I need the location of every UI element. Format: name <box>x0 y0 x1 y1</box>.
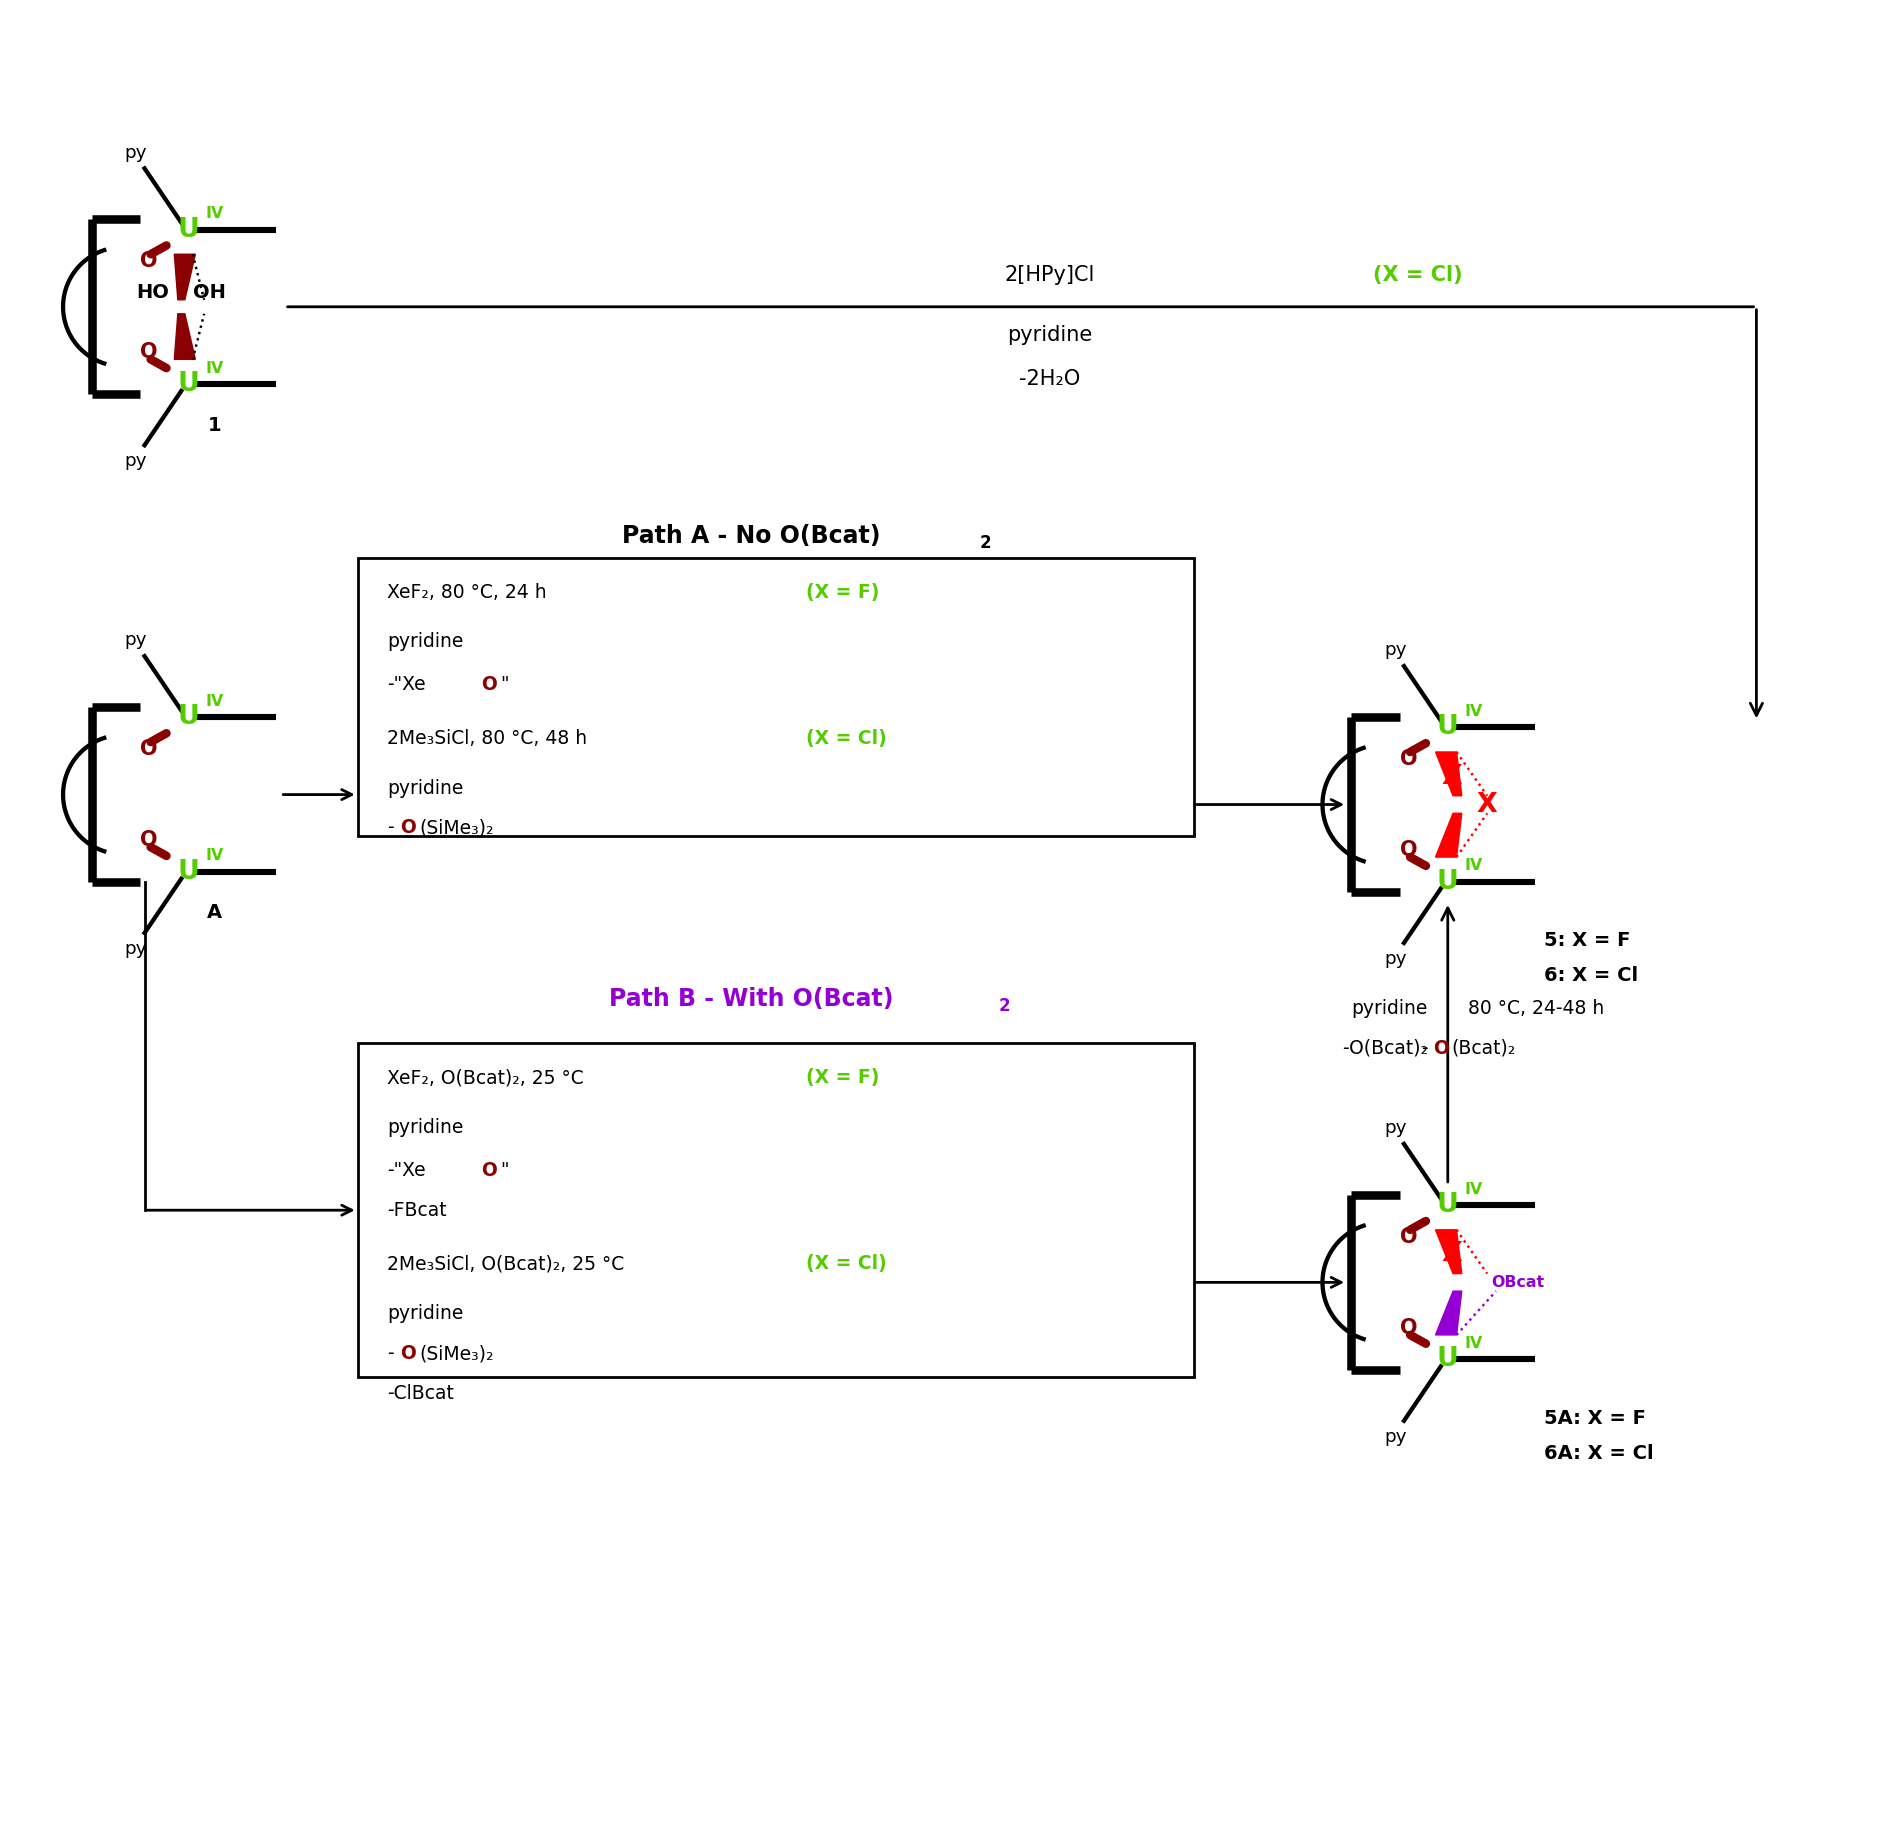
Text: py: py <box>125 144 147 162</box>
Text: U: U <box>1436 714 1458 741</box>
Text: pyridine: pyridine <box>387 632 463 651</box>
Text: IV: IV <box>206 848 223 863</box>
Text: (SiMe₃)₂: (SiMe₃)₂ <box>419 819 493 837</box>
Text: OBcat: OBcat <box>1490 1274 1543 1289</box>
Text: IV: IV <box>1464 857 1483 874</box>
Text: O: O <box>482 675 497 693</box>
Text: (X = Cl): (X = Cl) <box>805 1254 886 1274</box>
Text: U: U <box>178 859 198 885</box>
Text: U: U <box>1436 1346 1458 1372</box>
Text: -FBcat: -FBcat <box>387 1200 448 1219</box>
Text: U: U <box>178 371 198 396</box>
Text: XeF₂, O(Bcat)₂, 25 °C: XeF₂, O(Bcat)₂, 25 °C <box>387 1068 584 1088</box>
Text: pyridine: pyridine <box>1351 999 1426 1018</box>
Text: (X = F): (X = F) <box>805 583 878 601</box>
Text: U: U <box>178 704 198 730</box>
Text: X: X <box>1441 1241 1462 1267</box>
Text: 6A: X = Cl: 6A: X = Cl <box>1543 1444 1653 1462</box>
Text: X: X <box>1475 791 1496 817</box>
Text: (X = Cl): (X = Cl) <box>805 728 886 749</box>
Text: O: O <box>1400 749 1417 769</box>
Text: O: O <box>1400 1226 1417 1247</box>
Text: IV: IV <box>1464 704 1483 719</box>
Polygon shape <box>174 313 195 360</box>
Text: O: O <box>400 819 416 837</box>
Text: O: O <box>1400 841 1417 859</box>
Text: A: A <box>208 904 223 922</box>
Text: (SiMe₃)₂: (SiMe₃)₂ <box>419 1344 493 1363</box>
Text: 5: X = F: 5: X = F <box>1543 931 1630 950</box>
Text: OH: OH <box>193 284 225 302</box>
Text: 2: 2 <box>999 996 1011 1014</box>
Text: py: py <box>1383 642 1405 660</box>
Text: -ClBcat: -ClBcat <box>387 1383 453 1403</box>
Text: 6: X = Cl: 6: X = Cl <box>1543 966 1638 985</box>
Text: 5A: X = F: 5A: X = F <box>1543 1409 1645 1427</box>
Text: 2[HPy]Cl: 2[HPy]Cl <box>1003 266 1094 284</box>
Polygon shape <box>1436 1291 1460 1335</box>
Text: (X = F): (X = F) <box>805 1068 878 1088</box>
Text: -2H₂O: -2H₂O <box>1018 369 1081 389</box>
Text: -: - <box>387 819 395 837</box>
Text: IV: IV <box>1464 1182 1483 1197</box>
Polygon shape <box>174 254 195 301</box>
Text: IV: IV <box>206 361 223 376</box>
Text: pyridine: pyridine <box>387 1304 463 1324</box>
Text: 2Me₃SiCl, O(Bcat)₂, 25 °C: 2Me₃SiCl, O(Bcat)₂, 25 °C <box>387 1254 625 1274</box>
Text: O: O <box>400 1344 416 1363</box>
Text: O: O <box>482 1162 497 1180</box>
Text: Path A - No O(Bcat): Path A - No O(Bcat) <box>621 524 880 548</box>
Text: py: py <box>125 452 147 470</box>
Text: py: py <box>1383 1427 1405 1446</box>
Text: U: U <box>178 218 198 243</box>
Polygon shape <box>1436 1230 1460 1274</box>
Text: 2Me₃SiCl, 80 °C, 48 h: 2Me₃SiCl, 80 °C, 48 h <box>387 728 587 749</box>
Text: O: O <box>1432 1038 1449 1058</box>
Text: HO: HO <box>136 284 168 302</box>
Text: (X = Cl): (X = Cl) <box>1373 266 1462 284</box>
Text: py: py <box>1383 1119 1405 1138</box>
Text: pyridine: pyridine <box>387 1117 463 1138</box>
Text: (Bcat)₂: (Bcat)₂ <box>1451 1038 1515 1058</box>
Text: U: U <box>1436 869 1458 894</box>
Text: 2: 2 <box>980 533 992 551</box>
Text: O: O <box>140 830 157 850</box>
Text: IV: IV <box>206 207 223 221</box>
Text: -"Xe: -"Xe <box>387 1162 425 1180</box>
Text: Path B - With O(Bcat): Path B - With O(Bcat) <box>608 987 893 1011</box>
Text: -: - <box>387 1344 395 1363</box>
Text: -O(Bcat)₂: -O(Bcat)₂ <box>1341 1038 1426 1058</box>
Polygon shape <box>1436 752 1460 797</box>
Text: -"Xe: -"Xe <box>387 675 425 693</box>
Text: ": " <box>501 1162 508 1180</box>
Text: IV: IV <box>1464 1337 1483 1352</box>
Text: O: O <box>140 343 157 363</box>
Text: ": " <box>501 675 508 693</box>
Text: O: O <box>140 251 157 271</box>
Text: XeF₂, 80 °C, 24 h: XeF₂, 80 °C, 24 h <box>387 583 546 601</box>
Text: O: O <box>140 739 157 760</box>
Text: -: - <box>1421 1038 1426 1058</box>
Text: U: U <box>1436 1193 1458 1219</box>
Text: X: X <box>1441 763 1462 789</box>
Bar <box>357 1044 1194 1377</box>
Text: pyridine: pyridine <box>1007 325 1092 345</box>
Text: IV: IV <box>206 693 223 710</box>
Text: py: py <box>125 631 147 649</box>
Text: 80 °C, 24-48 h: 80 °C, 24-48 h <box>1468 999 1604 1018</box>
Polygon shape <box>1436 813 1460 857</box>
Text: py: py <box>125 940 147 957</box>
Text: pyridine: pyridine <box>387 778 463 798</box>
Text: 1: 1 <box>208 415 221 435</box>
Bar <box>357 557 1194 837</box>
Text: O: O <box>1400 1318 1417 1339</box>
Text: py: py <box>1383 950 1405 968</box>
